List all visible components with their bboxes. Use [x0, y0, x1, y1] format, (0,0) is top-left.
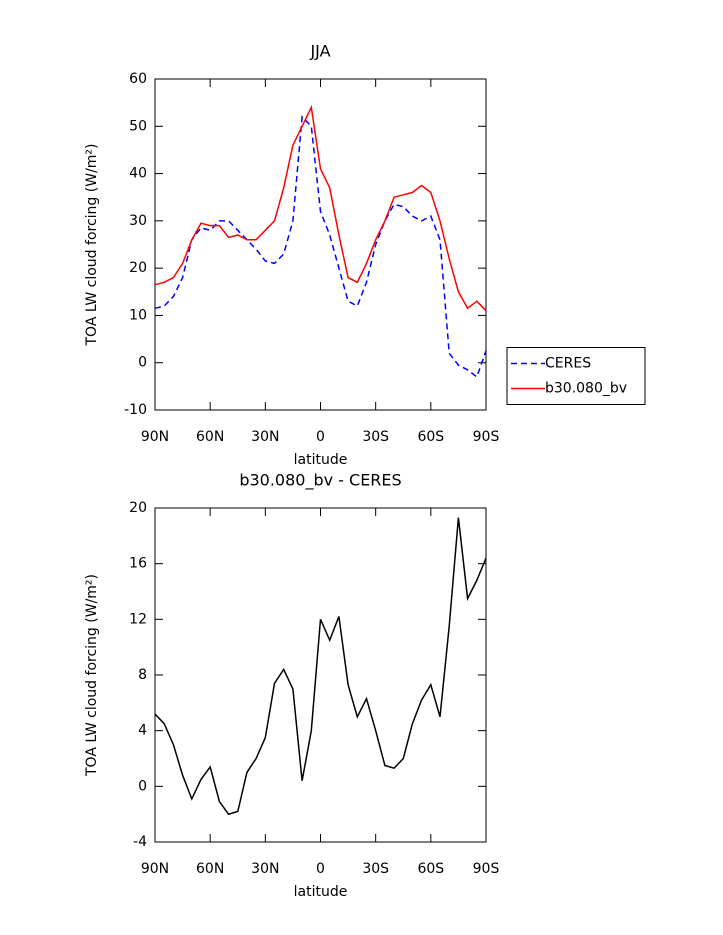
chart-title: b30.080_bv - CERES — [239, 471, 401, 491]
y-tick-label: -4 — [133, 834, 147, 850]
x-tick-label: 60N — [196, 861, 224, 877]
y-tick-label: 16 — [129, 556, 147, 572]
x-tick-label: 90S — [473, 429, 500, 445]
x-tick-label: 30S — [362, 429, 389, 445]
y-tick-label: 30 — [129, 213, 147, 229]
x-tick-label: 30N — [251, 429, 279, 445]
x-axis-label: latitude — [294, 452, 348, 468]
y-tick-label: -10 — [124, 402, 147, 418]
x-tick-label: 90N — [141, 429, 169, 445]
y-tick-label: 40 — [129, 166, 147, 182]
x-tick-label: 60S — [417, 429, 444, 445]
x-tick-label: 90N — [141, 861, 169, 877]
y-tick-label: 4 — [138, 723, 147, 739]
chart-title: JJA — [309, 42, 330, 61]
y-tick-label: 20 — [129, 260, 147, 276]
y-tick-label: 60 — [129, 71, 147, 87]
y-tick-label: 8 — [138, 667, 147, 683]
y-tick-label: 20 — [129, 500, 147, 516]
y-tick-label: 10 — [129, 307, 147, 323]
x-tick-label: 90S — [473, 861, 500, 877]
legend-label: CERES — [545, 356, 591, 372]
x-tick-label: 30N — [251, 861, 279, 877]
y-tick-label: 0 — [138, 778, 147, 794]
legend-box — [506, 347, 646, 405]
y-axis-label: TOA LW cloud forcing (W/m²) — [84, 574, 100, 777]
legend-label: b30.080_bv — [545, 381, 627, 397]
y-tick-label: 0 — [138, 355, 147, 371]
plot-frame — [154, 78, 487, 411]
x-tick-label: 60S — [417, 861, 444, 877]
x-axis-label: latitude — [294, 884, 348, 900]
x-tick-label: 60N — [196, 429, 224, 445]
x-tick-label: 0 — [316, 429, 325, 445]
data-line — [154, 104, 487, 312]
y-tick-label: 12 — [129, 611, 147, 627]
x-tick-label: 0 — [316, 861, 325, 877]
data-line — [154, 517, 487, 816]
plot-frame — [154, 507, 487, 843]
y-axis-label: TOA LW cloud forcing (W/m²) — [84, 144, 100, 347]
x-tick-label: 30S — [362, 861, 389, 877]
y-tick-label: 50 — [129, 118, 147, 134]
data-line — [154, 115, 487, 379]
